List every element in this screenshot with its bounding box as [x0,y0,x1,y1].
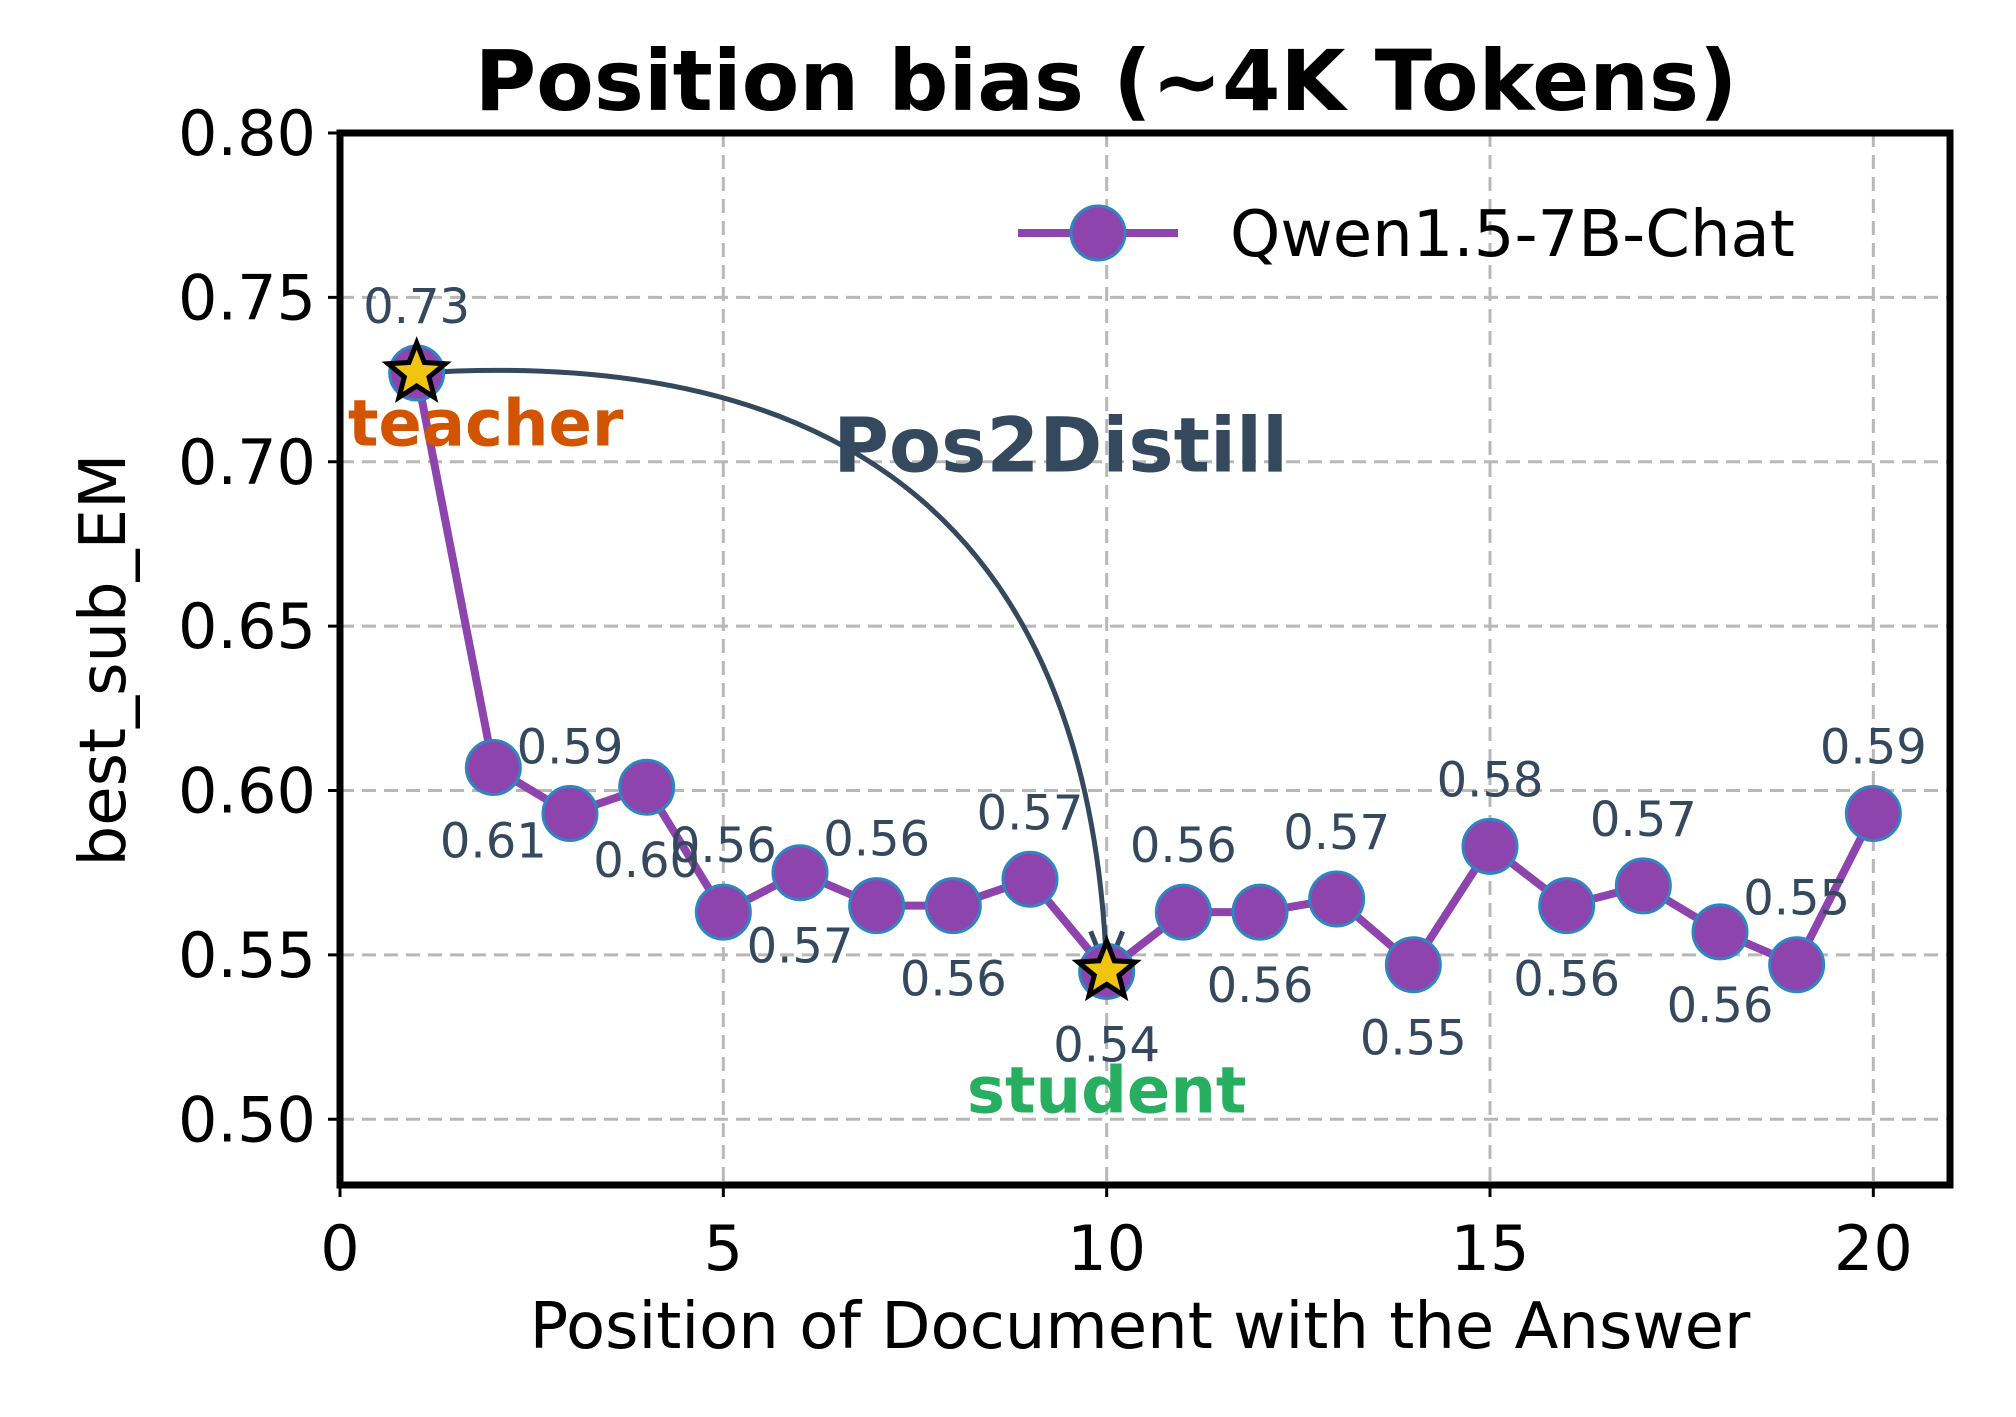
data-point [1001,850,1059,908]
data-point [1691,903,1749,961]
data-label: 0.56 [1130,818,1237,874]
data-label: 0.57 [1283,805,1390,861]
x-tick-label: 0 [320,1212,359,1285]
data-label: 0.58 [1437,752,1544,808]
y-tick-label: 0.55 [178,919,316,992]
y-axis-label: best_sub_EM [67,454,141,867]
x-tick-label: 15 [1451,1212,1530,1285]
highlight-star [381,336,452,403]
data-label: 0.56 [1207,958,1314,1014]
legend-label: Qwen1.5-7B-Chat [1230,198,1795,272]
data-label: 0.73 [363,279,470,335]
data-label: 0.56 [900,952,1007,1008]
x-tick-label: 10 [1067,1212,1146,1285]
plot-area: 0 5 10 15 20 0.50 0.55 0.60 0.65 0.70 0.75 0.80 0.73… [178,97,1954,1285]
data-point [464,738,522,796]
distill-arrow [416,367,1110,972]
y-tick-label: 0.75 [178,261,316,334]
data-label: 0.55 [1743,871,1850,927]
annotation-pos2distill: Pos2Distill [833,401,1288,490]
data-label: 0.57 [747,919,854,975]
data-point [1538,877,1596,935]
chart-title: Position bias (~4K Tokens) [475,32,1738,130]
data-point [924,877,982,935]
y-tick-label: 0.60 [178,755,316,828]
data-label: 0.55 [1360,1011,1467,1067]
data-point [618,758,676,816]
data-point [848,877,906,935]
x-tick-label: 20 [1834,1212,1913,1285]
data-label: 0.59 [1820,720,1927,776]
y-tick-label: 0.50 [178,1083,316,1156]
data-label: 0.56 [670,818,777,874]
x-tick-label: 5 [704,1212,743,1285]
data-label: 0.57 [977,785,1084,841]
annotation-student: student [967,1055,1247,1129]
data-point [1384,936,1442,994]
data-label: 0.61 [440,813,547,869]
data-point [694,883,752,941]
data-point [1614,857,1672,915]
legend-marker [1069,204,1127,262]
annotation-teacher: teacher [348,387,624,461]
data-point [1308,870,1366,928]
plot-frame [336,129,1954,1189]
data-label: 0.57 [1590,792,1697,848]
data-point [1154,883,1212,941]
x-axis-label: Position of Document with the Answer [530,1290,1751,1364]
data-point [1768,936,1826,994]
data-point [541,785,599,843]
data-label: 0.59 [517,720,624,776]
data-label: 0.56 [1513,952,1620,1008]
y-tick-label: 0.70 [178,426,316,499]
data-label: 0.56 [823,812,930,868]
data-label: 0.54 [1053,1017,1160,1073]
data-point [1231,883,1289,941]
data-label: 0.56 [1667,978,1774,1034]
data-label: 0.60 [593,833,700,889]
highlight-star [1071,934,1142,1002]
data-point [771,844,829,902]
data-point [1844,785,1902,843]
data-point [1461,817,1519,875]
y-tick-label: 0.80 [178,97,316,170]
y-tick-label: 0.65 [178,590,316,663]
